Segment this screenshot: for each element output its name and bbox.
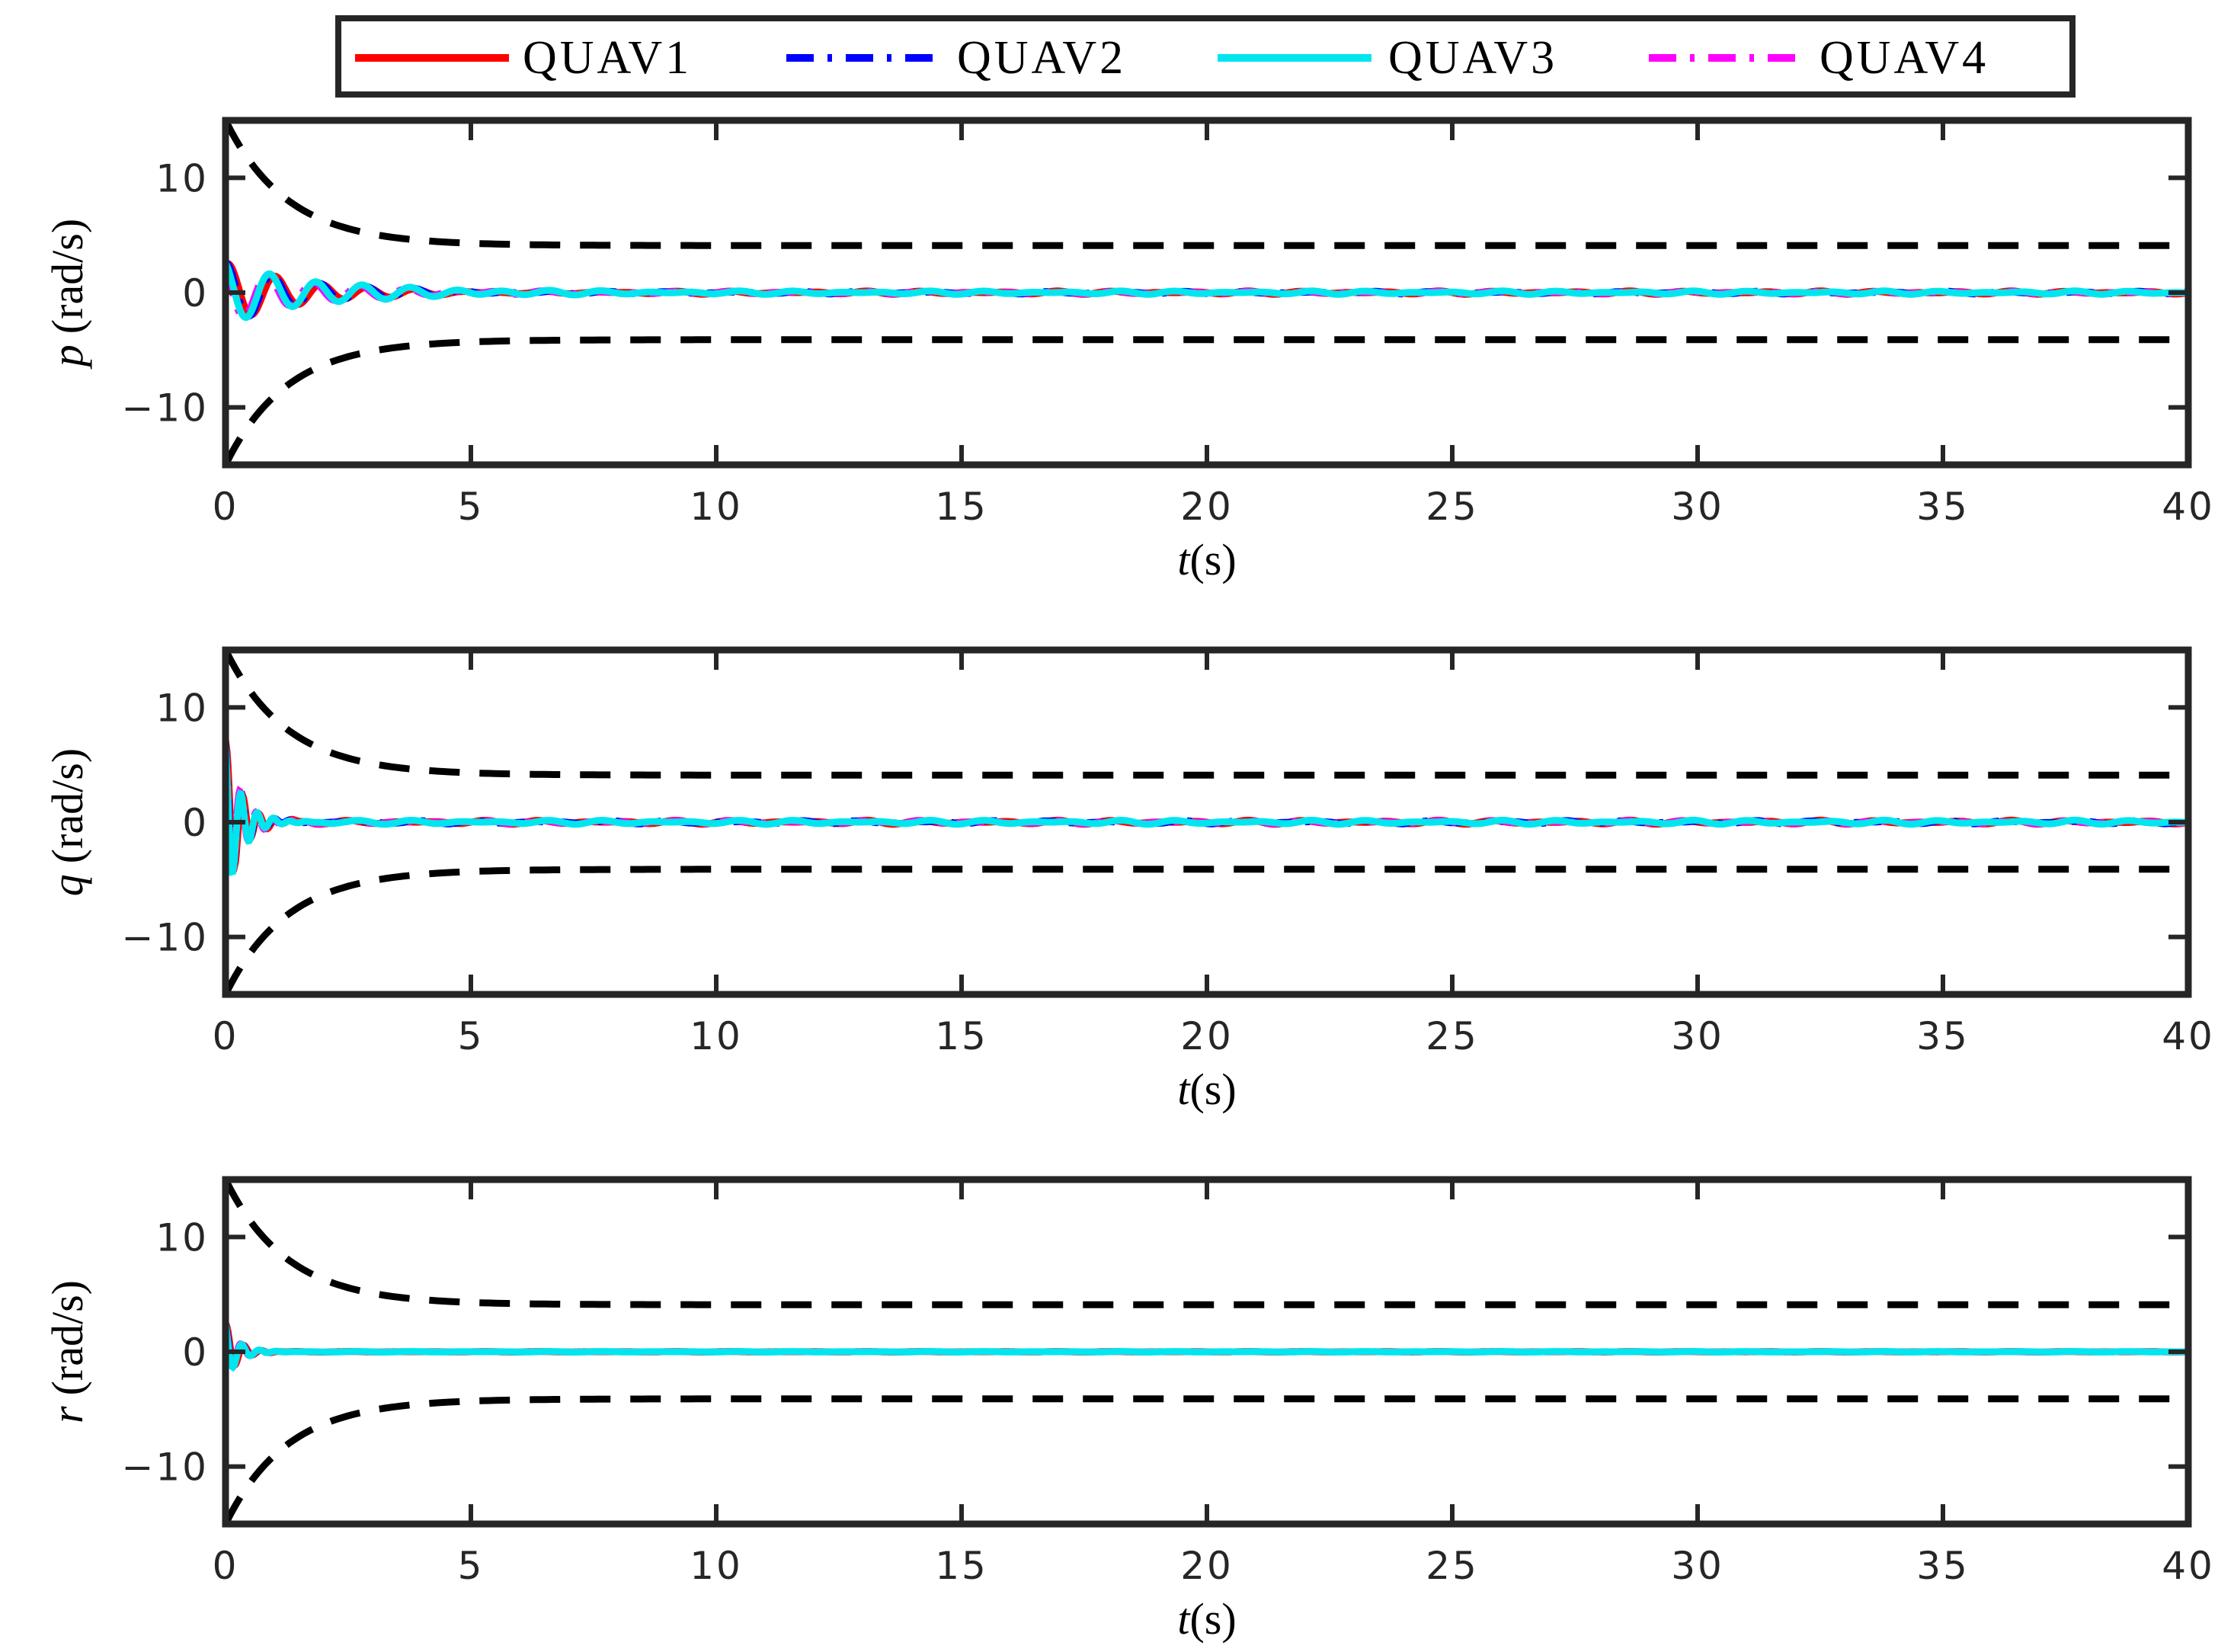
x-tick-label: 0 bbox=[213, 485, 239, 529]
x-axis-label: t(s) bbox=[1177, 1065, 1236, 1114]
y-tick-label: 10 bbox=[155, 1215, 209, 1260]
x-tick-label: 40 bbox=[2162, 1014, 2215, 1058]
y-tick-label: 0 bbox=[182, 271, 209, 315]
plot-data bbox=[226, 1180, 2188, 1524]
x-tick-label: 5 bbox=[458, 1544, 485, 1588]
y-axis-label: q (rad/s) bbox=[43, 748, 92, 896]
upper-bound-line bbox=[226, 650, 2188, 779]
x-tick-label: 35 bbox=[1916, 1014, 1970, 1058]
legend-label-3: QUAV3 bbox=[1388, 32, 1557, 84]
legend: QUAV1 QUAV2 QUAV3 QUAV4 bbox=[335, 15, 2076, 98]
x-tick-label: 25 bbox=[1426, 1014, 1479, 1058]
x-tick-label: 30 bbox=[1671, 1544, 1724, 1588]
panel-p: 0 5 10 15 20 25 30 35 40 10 0 −10 t(s) p (rad/s) bbox=[43, 117, 2215, 584]
x-tick-label: 30 bbox=[1671, 485, 1724, 529]
lower-bound-line bbox=[226, 1395, 2188, 1524]
x-tick-label: 10 bbox=[690, 485, 743, 529]
series-line-quav3 bbox=[226, 1324, 2188, 1372]
plot-data bbox=[226, 650, 2188, 994]
x-tick-label: 5 bbox=[458, 1014, 485, 1058]
x-axis-unit: (s) bbox=[1189, 535, 1236, 584]
x-axis-unit: (s) bbox=[1189, 1065, 1236, 1114]
x-tick-label: 20 bbox=[1180, 485, 1234, 529]
x-tick-label: 5 bbox=[458, 485, 485, 529]
x-tick-label: 30 bbox=[1671, 1014, 1724, 1058]
x-tick-label: 25 bbox=[1426, 1544, 1479, 1588]
x-axis-label: t(s) bbox=[1177, 1594, 1236, 1644]
plot-data bbox=[226, 120, 2188, 465]
y-tick-label: −10 bbox=[121, 386, 209, 431]
x-tick-label: 15 bbox=[935, 485, 988, 529]
x-tick-label: 0 bbox=[213, 1544, 239, 1588]
y-axis-symbol: r bbox=[43, 1406, 92, 1423]
panel-q: 0 5 10 15 20 25 30 35 40 10 0 −10 t(s) q (rad/s) bbox=[43, 646, 2215, 1114]
x-tick-label: 15 bbox=[935, 1014, 988, 1058]
y-axis-unit: (rad/s) bbox=[43, 1280, 92, 1395]
legend-label-4: QUAV4 bbox=[1820, 32, 1989, 84]
y-tick-label: 0 bbox=[182, 801, 209, 845]
y-tick-label: −10 bbox=[121, 916, 209, 960]
x-tick-label: 0 bbox=[213, 1014, 239, 1058]
x-tick-label: 35 bbox=[1916, 1544, 1970, 1588]
legend-item-1: QUAV1 bbox=[355, 32, 692, 84]
x-tick-label: 20 bbox=[1180, 1014, 1234, 1058]
x-axis-unit: (s) bbox=[1189, 1594, 1236, 1644]
y-tick-label: 0 bbox=[182, 1330, 209, 1375]
x-axis-label: t(s) bbox=[1177, 535, 1236, 584]
series-line-quav3 bbox=[226, 261, 2188, 322]
y-axis-symbol: p bbox=[43, 344, 92, 370]
x-tick-label: 35 bbox=[1916, 485, 1970, 529]
y-tick-label: 10 bbox=[155, 686, 209, 730]
upper-bound-line bbox=[226, 1180, 2188, 1308]
x-tick-label: 20 bbox=[1180, 1544, 1234, 1588]
y-axis-unit: (rad/s) bbox=[43, 748, 92, 863]
legend-item-3: QUAV3 bbox=[1218, 32, 1557, 84]
y-axis-label: p (rad/s) bbox=[43, 219, 92, 370]
x-tick-label: 40 bbox=[2162, 1544, 2215, 1588]
lower-bound-line bbox=[226, 866, 2188, 994]
x-tick-label: 25 bbox=[1426, 485, 1479, 529]
y-axis-symbol: q bbox=[43, 874, 92, 896]
x-tick-label: 10 bbox=[690, 1544, 743, 1588]
series-line-quav3 bbox=[226, 744, 2188, 876]
x-tick-label: 10 bbox=[690, 1014, 743, 1058]
legend-item-4: QUAV4 bbox=[1649, 32, 1989, 84]
x-tick-label: 15 bbox=[935, 1544, 988, 1588]
x-tick-label: 40 bbox=[2162, 485, 2215, 529]
panel-r: 0 5 10 15 20 25 30 35 40 10 0 −10 t(s) r (rad/s) bbox=[43, 1176, 2215, 1644]
y-tick-label: 10 bbox=[155, 156, 209, 200]
y-axis-label: r (rad/s) bbox=[43, 1280, 92, 1423]
legend-item-2: QUAV2 bbox=[786, 32, 1126, 84]
upper-bound-line bbox=[226, 120, 2188, 249]
y-tick-label: −10 bbox=[121, 1446, 209, 1490]
x-axis-symbol: t bbox=[1177, 1594, 1191, 1644]
lower-bound-line bbox=[226, 336, 2188, 465]
legend-label-1: QUAV1 bbox=[523, 32, 692, 84]
legend-label-2: QUAV2 bbox=[957, 32, 1126, 84]
x-axis-symbol: t bbox=[1177, 535, 1191, 584]
y-axis-unit: (rad/s) bbox=[43, 219, 92, 334]
x-axis-symbol: t bbox=[1177, 1065, 1191, 1114]
